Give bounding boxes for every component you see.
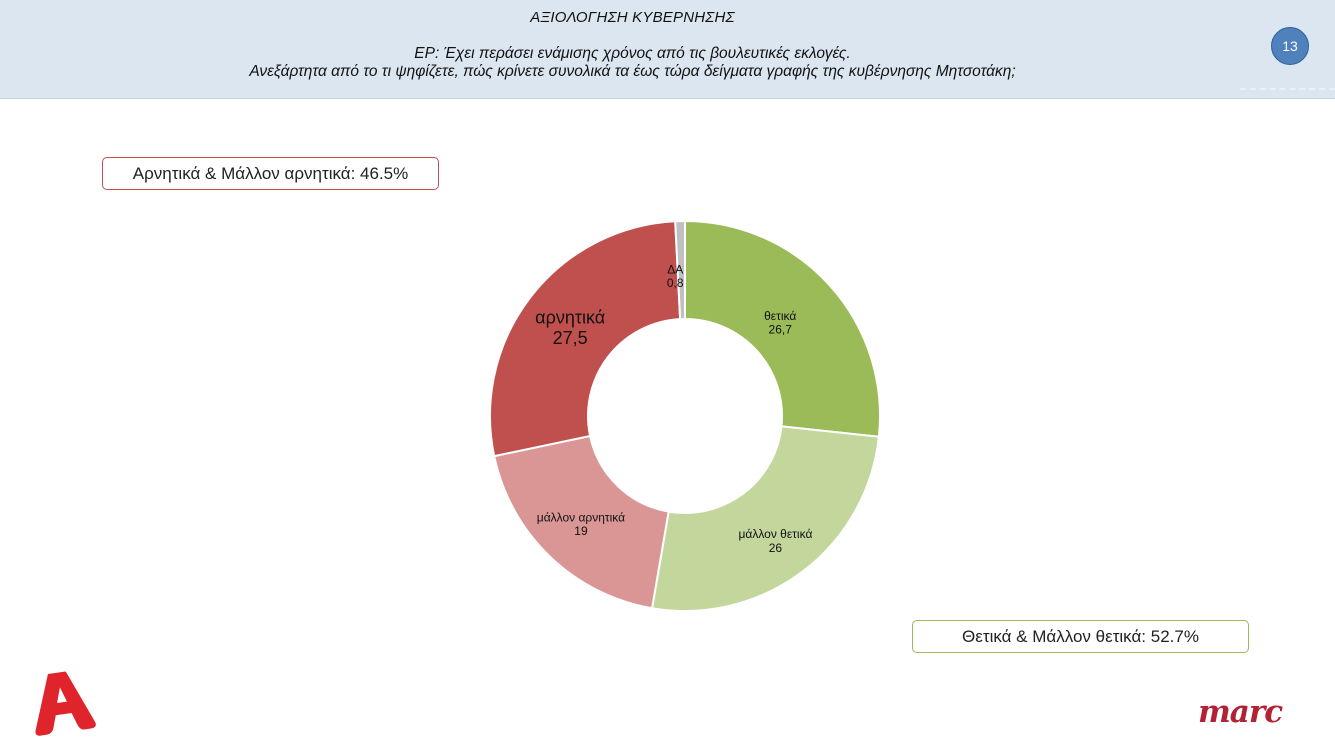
- page-number-badge: 13: [1271, 27, 1309, 65]
- positive-summary-box: Θετικά & Μάλλον θετικά: 52.7%: [912, 620, 1249, 653]
- slice-2: [492, 434, 670, 610]
- slice-label-4: ΔΑ 0,8: [667, 262, 684, 290]
- slice-label-1: μάλλον θετικά 26: [738, 527, 812, 555]
- slide-header: ΑΞΙΟΛΟΓΗΣΗ ΚΥΒΕΡΝΗΣΗΣ ΕΡ: Έχει περάσει ε…: [0, 0, 1335, 99]
- slice-4: [674, 219, 686, 321]
- donut-slices: [489, 219, 881, 612]
- slice-label-2: μάλλον αρνητικά 19: [537, 510, 625, 538]
- slice-label-0: θετικά 26,7: [764, 309, 796, 337]
- alpha-logo-icon: [35, 671, 96, 736]
- slice-1: [650, 425, 880, 612]
- marc-logo: marc: [1198, 694, 1283, 730]
- negative-summary-box: Αρνητικά & Μάλλον αρνητικά: 46.5%: [102, 157, 439, 190]
- header-decoration: [1240, 88, 1335, 90]
- question-line-2: Ανεξάρτητα από το τι ψηφίζετε, πώς κρίνε…: [249, 63, 1016, 80]
- slice-0: [684, 219, 881, 438]
- question-line-1: ΕΡ: Έχει περάσει ενάμισης χρόνος από τις…: [414, 45, 851, 62]
- slide-title: ΑΞΙΟΛΟΓΗΣΗ ΚΥΒΕΡΝΗΣΗΣ: [530, 9, 735, 26]
- slice-3: [489, 220, 682, 458]
- question-text: ΕΡ: Έχει περάσει ενάμισης χρόνος από τις…: [0, 45, 1265, 81]
- donut-labels: θετικά 26,7 μάλλον θετικά 26 μάλλον αρνητικά…: [535, 262, 812, 554]
- slice-label-3: αρνητικά 27,5: [535, 307, 605, 348]
